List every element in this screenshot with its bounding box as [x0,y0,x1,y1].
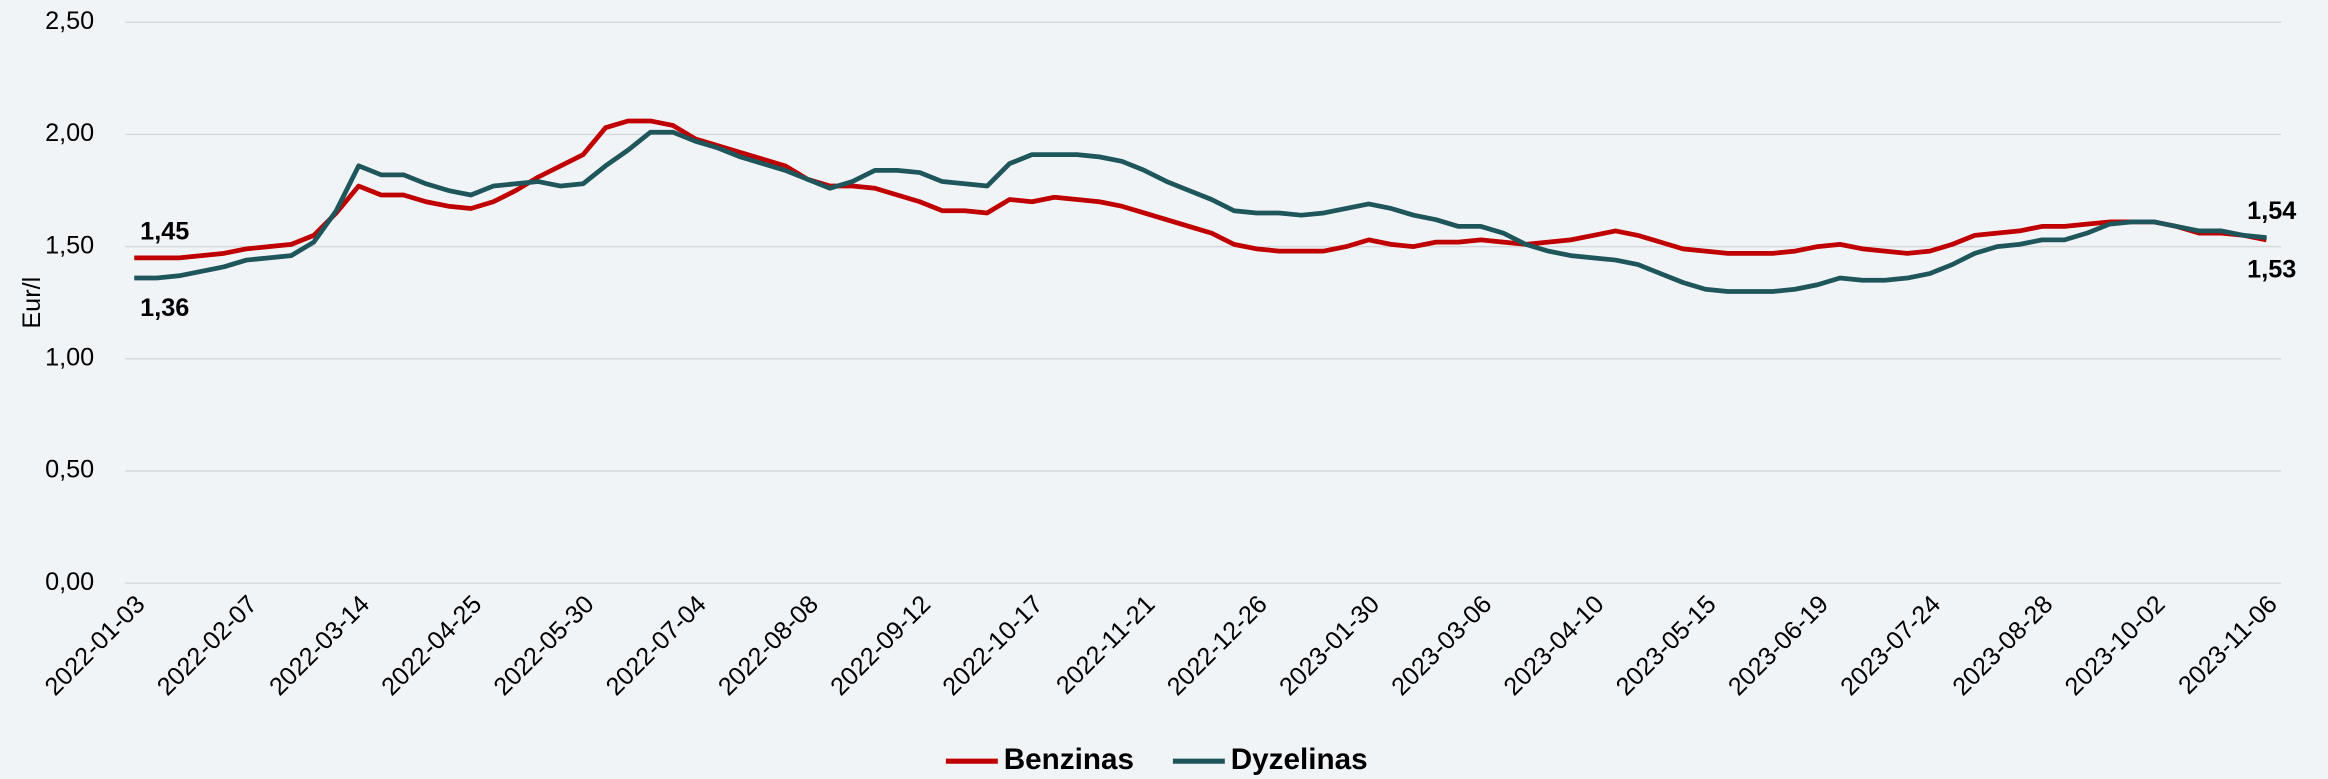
series-line [134,118,2267,261]
data-label: 1,36 [140,294,189,322]
y-tick-label: 1,00 [45,343,94,371]
y-tick-label: 2,50 [45,7,94,35]
series-line [134,129,2267,294]
data-label: 1,53 [2247,256,2296,284]
legend-label: Dyzelinas [1231,743,1368,776]
y-tick-label: 2,00 [45,119,94,147]
legend-label: Benzinas [1004,743,1134,776]
data-label: 1,45 [140,217,189,245]
y-axis-label: Eur/l [18,277,46,329]
y-tick-label: 1,50 [45,231,94,259]
y-tick-label: 0,00 [45,568,94,596]
y-tick-label: 0,50 [45,456,94,484]
data-label: 1,54 [2247,197,2296,225]
